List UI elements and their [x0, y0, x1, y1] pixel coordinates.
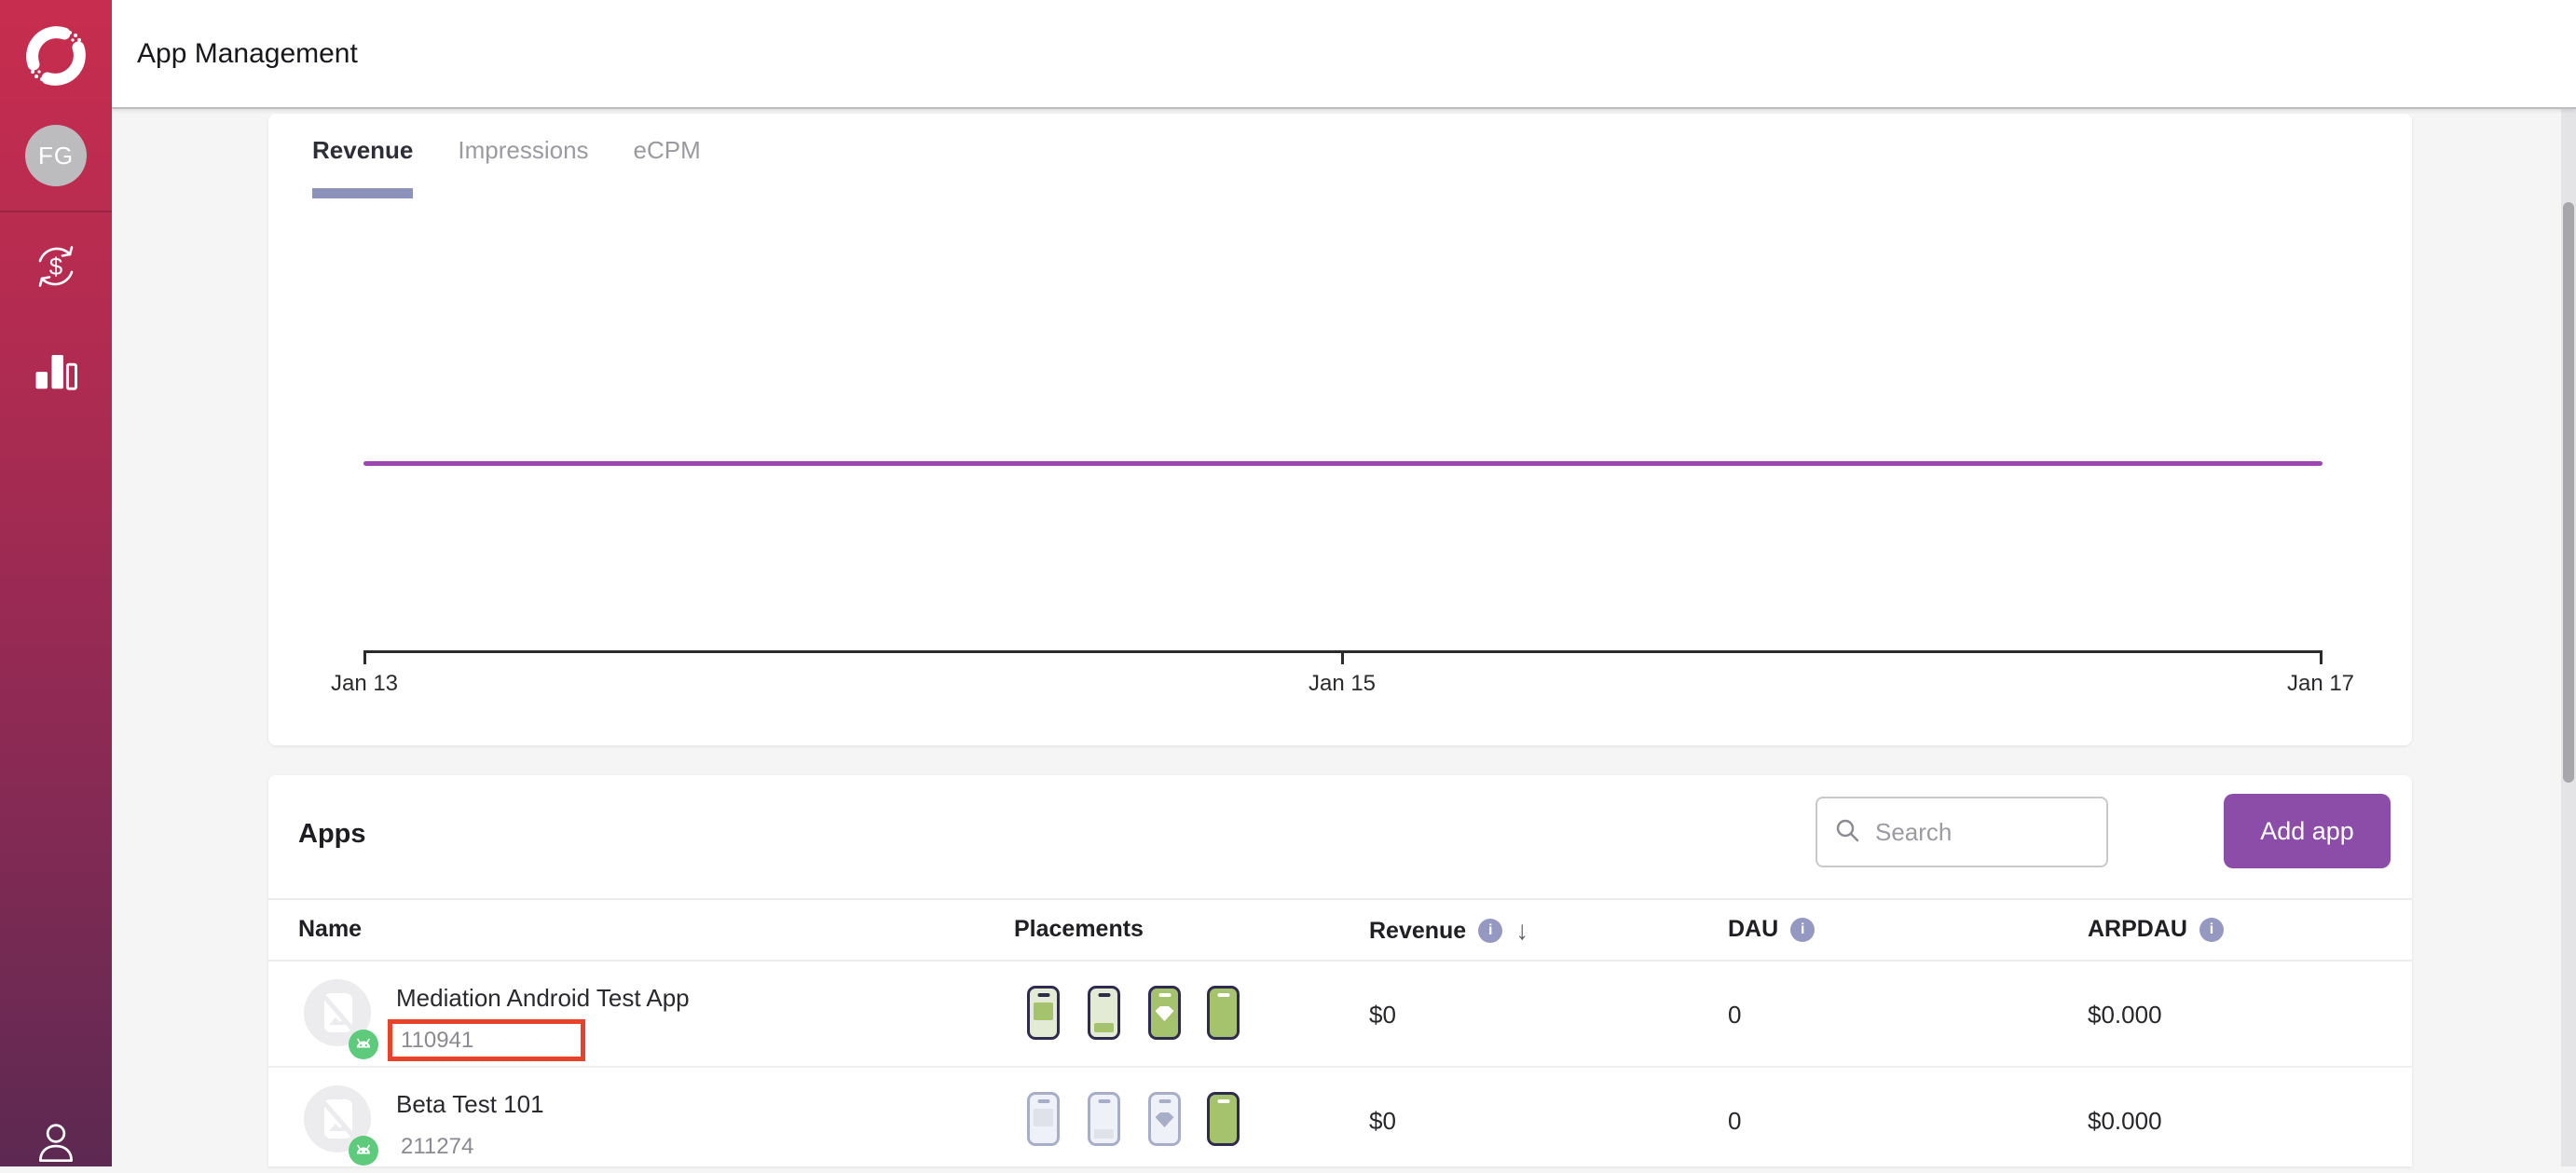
android-badge-icon [349, 1136, 378, 1166]
placement-offerwall-icon[interactable] [1207, 1092, 1240, 1146]
placement-interstitial-icon[interactable] [1027, 986, 1060, 1040]
placement-rewarded-icon[interactable] [1148, 986, 1181, 1040]
chart-axis-tick [363, 650, 366, 664]
info-icon[interactable]: i [1790, 917, 1816, 942]
table-row: Beta Test 101 211274 $0 0 $0.000 [268, 1066, 2412, 1166]
column-header-placements: Placements [1014, 916, 1144, 942]
tab-ecpm[interactable]: eCPM [634, 136, 701, 166]
sort-desc-icon[interactable]: ↓ [1515, 916, 1529, 945]
no-image-icon [304, 989, 371, 1050]
sidebar: FG $ [0, 0, 112, 1166]
search-input[interactable] [1873, 816, 2069, 848]
column-header-name: Name [298, 916, 363, 942]
app-name-link[interactable]: Beta Test 101 [396, 1090, 544, 1118]
chart-tick-label: Jan 17 [2286, 671, 2355, 696]
user-avatar[interactable]: FG [25, 125, 87, 186]
search-icon [1834, 817, 1860, 848]
highlight-annotation-box [388, 1019, 585, 1061]
search-box[interactable] [1816, 797, 2108, 867]
apps-card: Apps Add app Name Placements Revenue i ↓… [268, 775, 2412, 1166]
table-header: Name Placements Revenue i ↓ DAU i ARPDAU… [268, 898, 2412, 962]
bar-chart-icon [32, 355, 80, 399]
android-badge-icon [349, 1030, 378, 1059]
apps-title: Apps [298, 819, 366, 849]
placement-banner-icon[interactable] [1088, 1092, 1120, 1146]
performance-card: Revenue Impressions eCPM Jan 13 Jan 15 J… [268, 114, 2412, 745]
svg-text:$: $ [49, 252, 63, 280]
app-id: 211274 [401, 1134, 474, 1159]
app-avatar [304, 1085, 378, 1166]
app-name-link[interactable]: Mediation Android Test App [396, 984, 690, 1012]
placement-offerwall-icon[interactable] [1207, 986, 1240, 1040]
user-avatar-initials: FG [37, 141, 75, 170]
sidebar-item-account[interactable] [32, 1120, 80, 1168]
chart-tick-label: Jan 15 [1308, 671, 1377, 696]
person-icon [32, 1124, 80, 1172]
placement-rewarded-icon[interactable] [1148, 1092, 1181, 1146]
brand-logo[interactable] [22, 22, 89, 89]
arpdau-value: $0.000 [2088, 1001, 2162, 1029]
arpdau-value: $0.000 [2088, 1107, 2162, 1135]
dau-value: 0 [1728, 1001, 1742, 1029]
app-avatar [304, 979, 378, 1059]
chart-series-line [363, 461, 2323, 466]
chart-tick-label: Jan 13 [330, 671, 399, 696]
column-header-revenue[interactable]: Revenue i ↓ [1369, 916, 1529, 945]
column-header-arpdau[interactable]: ARPDAU i [2088, 916, 2224, 943]
sidebar-divider [0, 211, 112, 212]
tab-revenue-label: Revenue [312, 136, 414, 164]
sidebar-item-monetization[interactable]: $ [32, 242, 80, 291]
brand-swirl-icon [22, 26, 89, 93]
placement-interstitial-icon[interactable] [1027, 1092, 1060, 1146]
top-header: App Management [112, 0, 2576, 109]
page-title: App Management [137, 37, 358, 69]
tab-impressions[interactable]: Impressions [458, 136, 588, 166]
sidebar-item-reports[interactable] [32, 347, 80, 395]
scrollbar-track[interactable] [2561, 109, 2576, 1166]
chart-axis-tick [1341, 650, 1344, 664]
column-header-dau[interactable]: DAU i [1728, 916, 1816, 943]
tab-revenue[interactable]: Revenue [312, 136, 414, 198]
table-row: Mediation Android Test App 110941 $0 0 $… [268, 962, 2412, 1066]
info-icon[interactable]: i [1478, 919, 1503, 943]
scrollbar-thumb[interactable] [2563, 202, 2574, 783]
info-icon[interactable]: i [2199, 917, 2224, 942]
no-image-icon [304, 1096, 371, 1156]
metric-tabs: Revenue Impressions eCPM [312, 136, 701, 198]
revenue-value: $0 [1369, 1001, 1396, 1029]
app-id: 110941 [401, 1028, 474, 1053]
dau-value: 0 [1728, 1107, 1742, 1135]
tab-ecpm-label: eCPM [633, 136, 701, 164]
dollar-sync-icon: $ [32, 246, 80, 294]
add-app-button[interactable]: Add app [2224, 794, 2391, 868]
revenue-value: $0 [1369, 1107, 1396, 1135]
chart-axis-tick [2320, 650, 2323, 664]
tab-impressions-label: Impressions [458, 136, 589, 164]
placement-banner-icon[interactable] [1088, 986, 1120, 1040]
